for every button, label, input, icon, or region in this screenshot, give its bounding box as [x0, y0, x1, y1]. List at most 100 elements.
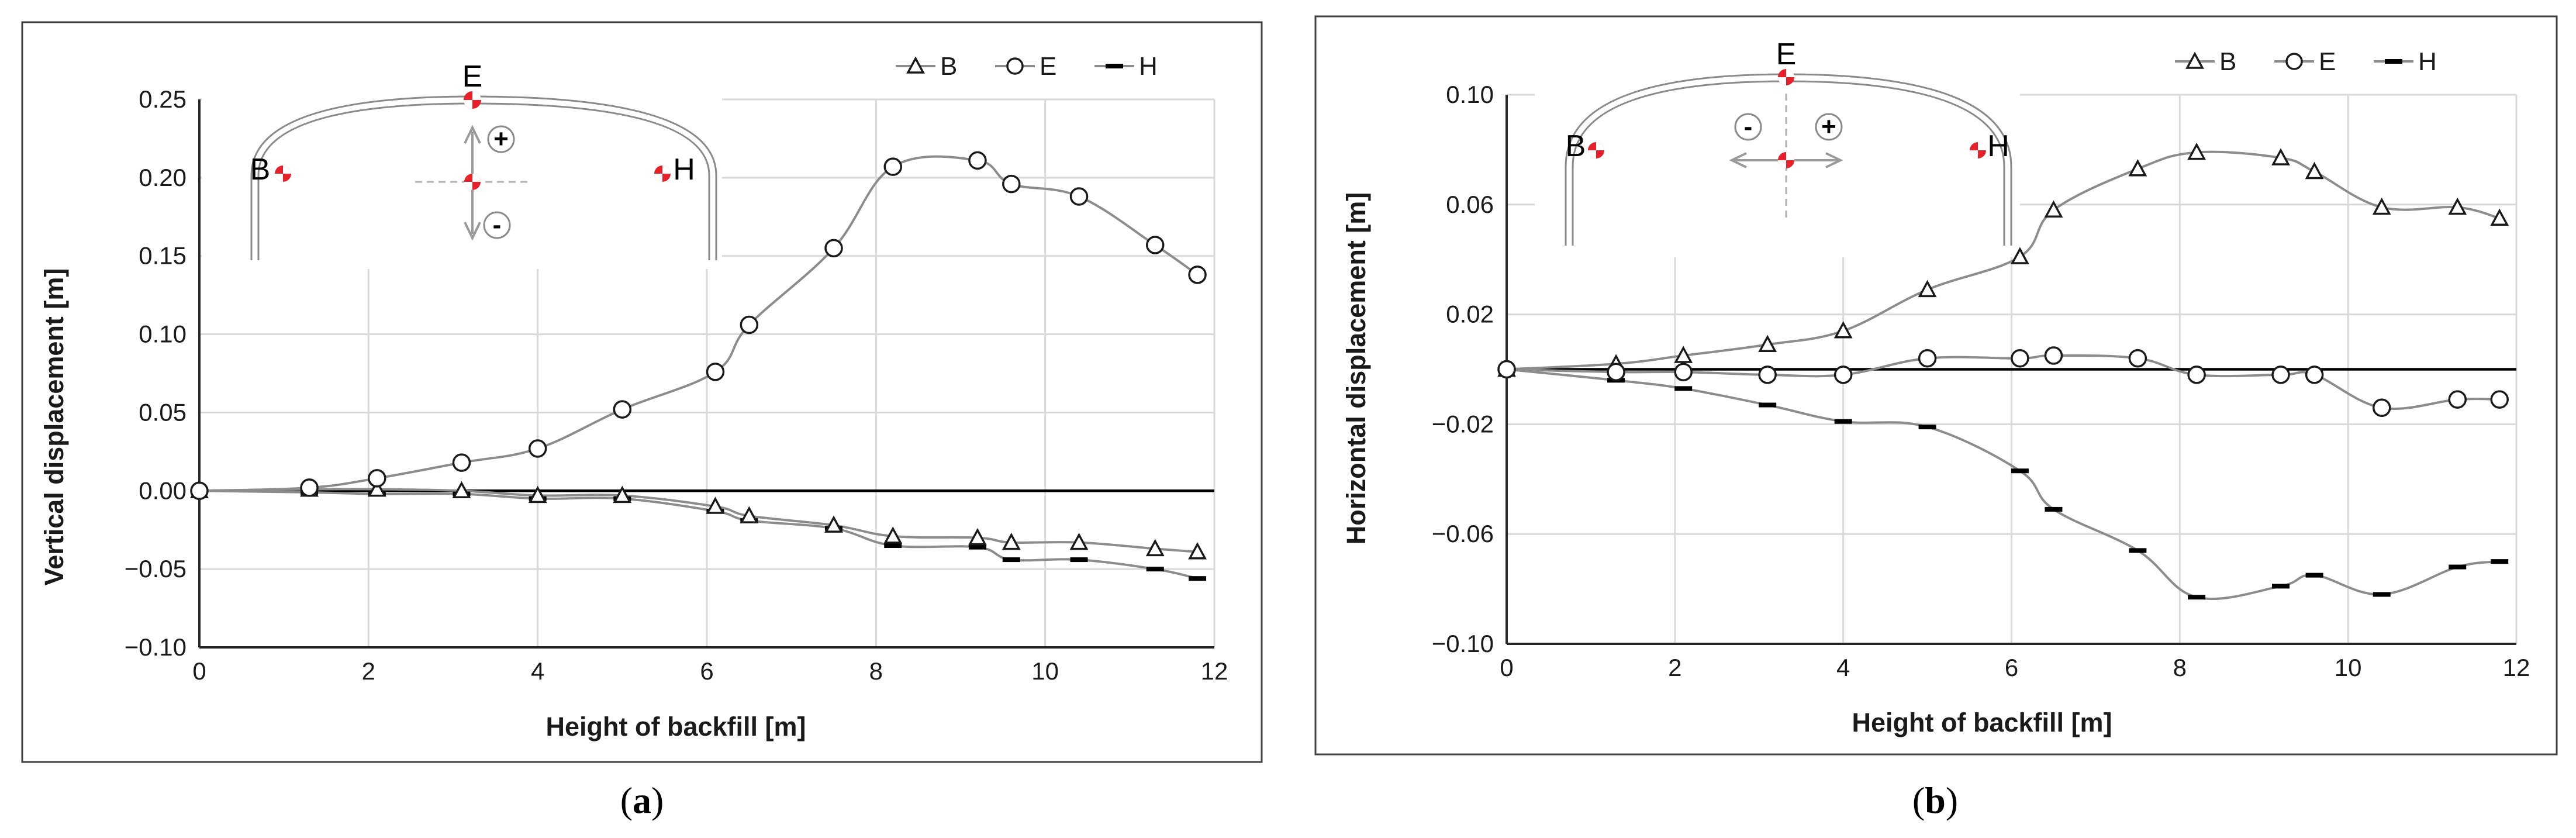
panel-a-inset-arrow-down [464, 222, 481, 241]
data-point-b [528, 485, 547, 504]
legend-label-e: E [2319, 47, 2336, 76]
data-point-h [2491, 559, 2509, 564]
panel-a-inset-label-h: H [673, 153, 695, 187]
x-tick-label: 0 [1500, 654, 1513, 681]
data-point-b [1069, 532, 1089, 550]
series-line-h [1506, 368, 2500, 601]
x-tick-label: 0 [192, 657, 206, 685]
data-point-e [1607, 363, 1625, 381]
panel-b-legend: B E H [2175, 47, 2437, 76]
legend-entry-b: B [896, 52, 957, 81]
data-point-b [1758, 334, 1777, 352]
panel-b-inset-backdrop2 [1535, 88, 2020, 257]
data-point-e [1833, 365, 1853, 384]
data-point-b [740, 506, 759, 523]
panel-b-inset-label-e: E [1776, 37, 1797, 71]
data-point-e [1497, 360, 1516, 379]
chart-panel-b: 0 2 4 6 8 10 12 0.10 0.06 0.02 −0.02 −0.06 −0.10 E B [1314, 15, 2558, 821]
data-point-h [884, 543, 902, 548]
data-point-b [824, 515, 843, 533]
panel-a-inset-label-e: E [462, 60, 483, 94]
panel-a-y-axis-label: Vertical displacement [m] [39, 268, 69, 586]
panel-b-inset-label-b: B [1566, 129, 1586, 163]
data-point-b [1918, 280, 1937, 298]
data-point-h [2129, 548, 2147, 553]
data-point-h [1759, 402, 1777, 408]
panel-b-x-axis-label: Height of backfill [m] [1852, 708, 2112, 737]
data-point-b [1833, 321, 1853, 339]
panel-b-inset-point-center [1778, 152, 1794, 168]
panel-a-legend: B E H [896, 52, 1158, 81]
data-point-h [1002, 557, 1020, 563]
legend-label-h: H [1139, 52, 1158, 81]
panel-a-inset-minus-circle [483, 211, 511, 239]
data-point-h [2011, 468, 2029, 474]
y-tick-label: −0.10 [125, 633, 187, 661]
legend-entry-b: B [2175, 47, 2236, 76]
data-point-b [1002, 532, 1021, 550]
legend-label-b: B [2219, 47, 2236, 76]
series-line-e [1506, 354, 2500, 411]
legend-entry-e: E [995, 52, 1056, 81]
data-point-e [1002, 174, 1021, 194]
data-point-b [2448, 197, 2467, 215]
data-point-h [2188, 595, 2206, 600]
data-point-e [968, 151, 987, 170]
y-tick-label: 0.02 [1446, 301, 1494, 328]
data-point-e [2128, 349, 2147, 368]
y-tick-label: −0.10 [1432, 630, 1494, 657]
data-point-e [883, 157, 903, 176]
panel-a-inset-plus-circle [487, 125, 515, 153]
data-point-b [706, 496, 725, 514]
data-point-b [1145, 539, 1165, 557]
x-tick-label: 10 [2335, 654, 2362, 681]
data-point-e [740, 315, 759, 334]
data-point-b [2305, 161, 2324, 180]
data-point-e [300, 478, 319, 497]
data-point-e [706, 363, 725, 381]
data-point-b [613, 485, 632, 504]
data-point-e [1758, 365, 1777, 384]
data-point-b [2044, 200, 2063, 218]
data-point-h [1146, 567, 1164, 572]
series-line-b [1506, 150, 2500, 371]
data-point-e [2372, 398, 2391, 417]
x-tick-label: 2 [362, 657, 375, 685]
y-tick-label: 0.20 [139, 164, 187, 191]
y-tick-label: 0.10 [1446, 81, 1494, 108]
legend-label-b: B [940, 52, 957, 81]
panel-a-inset-point-h [654, 165, 671, 182]
panel-a-inset-point-e [464, 91, 481, 109]
panel-b-inset-point-e [1778, 69, 1794, 85]
panel-b-inset-minus-circle [1734, 113, 1762, 141]
data-point-b [1674, 346, 1693, 363]
panel-a-x-axis-label: Height of backfill [m] [545, 712, 806, 742]
panel-a-inset-arrow-up [464, 125, 481, 144]
panel-b-plot [1497, 142, 2516, 601]
data-point-h [1834, 419, 1852, 424]
y-tick-label: −0.05 [125, 555, 187, 582]
data-point-b [1188, 542, 1207, 560]
panel-b-inset-arrow-left [1729, 152, 1747, 168]
panel-b-inset-minus: - [1744, 112, 1753, 141]
y-tick-label: 0.25 [139, 85, 187, 113]
x-tick-label: 12 [1201, 657, 1228, 685]
legend-entry-e: E [2274, 47, 2336, 76]
data-point-e [1188, 265, 1207, 284]
panel-a-inset-minus: - [493, 211, 502, 239]
panel-a-caption: (a) [620, 780, 664, 821]
data-point-h [1070, 557, 1088, 563]
x-tick-label: 4 [531, 657, 544, 685]
panel-b-axes: 0 2 4 6 8 10 12 0.10 0.06 0.02 −0.02 −0.06 −0.10 [1432, 81, 2530, 681]
y-tick-label: 0.15 [139, 242, 187, 270]
series-line-b [199, 488, 1198, 553]
y-tick-label: −0.06 [1432, 520, 1494, 547]
x-tick-label: 8 [869, 657, 883, 685]
data-point-e [190, 481, 209, 501]
data-point-h [2045, 506, 2063, 512]
data-point-e [2044, 346, 2063, 365]
legend-label-e: E [1040, 52, 1056, 81]
data-point-h [1189, 576, 1207, 581]
data-point-b [2187, 142, 2206, 160]
